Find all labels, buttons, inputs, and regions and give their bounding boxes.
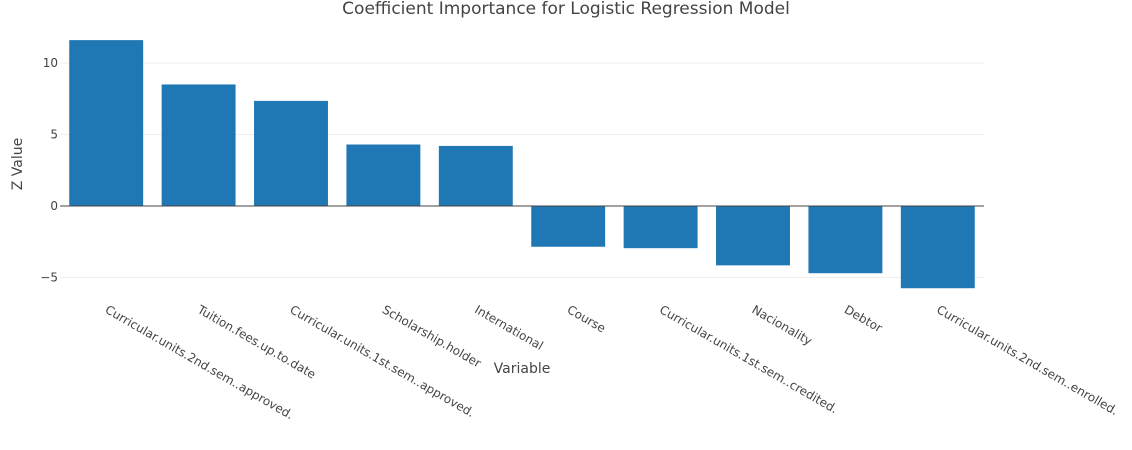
x-tick-label: Curricular.units.1st.sem..credited. xyxy=(657,302,840,416)
bars xyxy=(69,40,975,289)
bar xyxy=(346,144,421,206)
x-tick-label: Debtor xyxy=(842,302,885,335)
x-axis-title: Variable xyxy=(494,361,551,377)
y-tick-label: 5 xyxy=(50,128,58,142)
bar xyxy=(438,145,513,206)
bar xyxy=(900,206,975,289)
x-tick-label: Nacionality xyxy=(750,302,815,348)
x-tick-label: Curricular.units.1st.sem..approved. xyxy=(288,302,477,419)
x-tick-label: Curricular.units.2nd.sem..approved. xyxy=(103,302,296,422)
y-tick-label: 10 xyxy=(43,56,58,70)
x-tick-label: Course xyxy=(565,302,608,335)
y-tick-label: −5 xyxy=(40,271,58,285)
bar xyxy=(254,100,328,206)
bar xyxy=(716,206,790,266)
bar xyxy=(161,84,236,206)
y-tick-labels: −5 0 5 10 xyxy=(40,56,58,285)
x-tick-labels: Curricular.units.2nd.sem..approved.Tuiti… xyxy=(103,302,1121,422)
bar xyxy=(531,206,606,247)
x-tick-label: Curricular.units.2nd.sem..enrolled. xyxy=(934,302,1120,418)
bar xyxy=(808,206,883,274)
y-tick-label: 0 xyxy=(50,199,58,213)
x-tick-label: International xyxy=(472,302,545,352)
bar xyxy=(623,206,698,249)
y-axis-title: Z Value xyxy=(10,138,26,191)
bar xyxy=(69,40,144,207)
chart-title: Coefficient Importance for Logistic Regr… xyxy=(342,0,790,19)
